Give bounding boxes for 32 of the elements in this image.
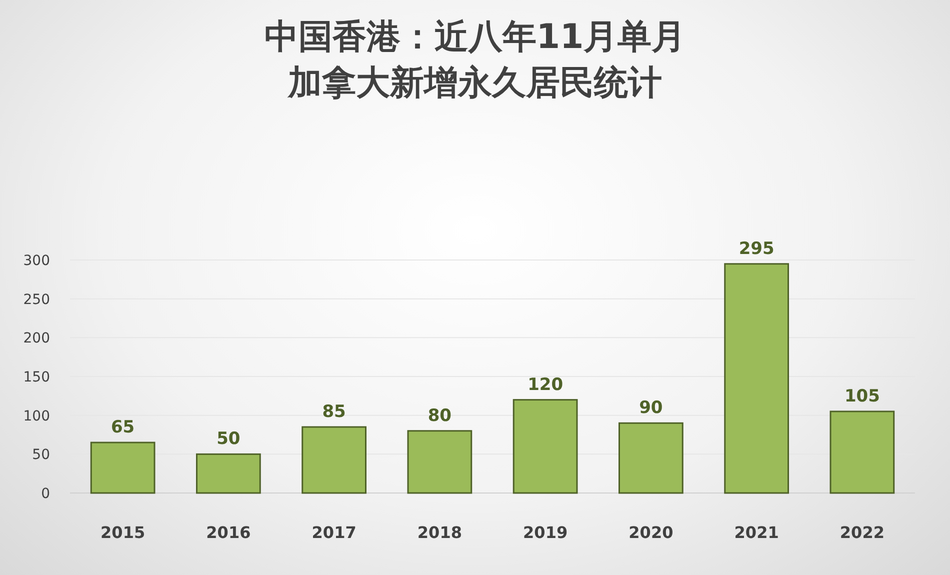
bar: [724, 263, 789, 494]
y-tick-label: 150: [23, 370, 50, 386]
x-tick-label: 2015: [100, 523, 146, 542]
y-tick-label: 300: [23, 253, 50, 269]
x-tick-label: 2022: [840, 523, 884, 542]
y-tick-label: 0: [41, 486, 50, 502]
bar: [618, 422, 684, 494]
x-tick-label: 2018: [417, 523, 462, 542]
data-label: 90: [639, 398, 663, 418]
data-label: 105: [844, 386, 880, 406]
x-tick-label: 2021: [734, 523, 779, 542]
y-tick-label: 50: [32, 447, 50, 464]
bar: [407, 430, 472, 494]
x-tick-label: 2016: [206, 523, 251, 542]
bar: [302, 426, 366, 494]
data-label: 85: [322, 402, 346, 422]
data-label: 295: [738, 238, 774, 259]
data-label: 80: [428, 406, 452, 426]
chart-title: 中国香港：近八年11月单月加拿大新增永久居民统计: [264, 16, 686, 105]
x-tick-label: 2020: [628, 523, 674, 542]
data-label: 120: [528, 374, 564, 395]
y-tick-label: 100: [23, 408, 50, 424]
y-tick-label: 250: [23, 292, 50, 308]
data-label: 65: [110, 418, 135, 438]
bar: [196, 453, 261, 494]
bar: [90, 442, 156, 494]
x-tick-label: 2019: [523, 523, 568, 542]
data-label: 50: [216, 429, 240, 450]
y-tick-label: 200: [23, 330, 50, 347]
bar: [512, 399, 578, 494]
bar: [830, 410, 895, 494]
x-tick-label: 2017: [312, 523, 356, 542]
